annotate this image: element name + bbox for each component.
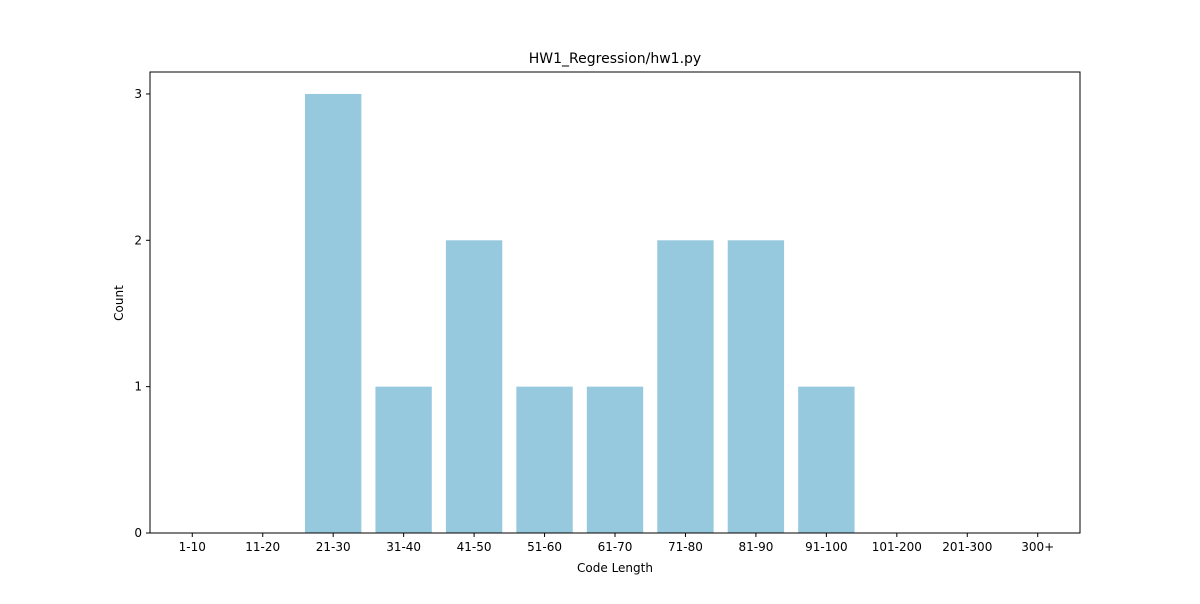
x-tick-label: 51-60 — [527, 540, 562, 554]
x-axis-ticks: 1-10 11-20 21-30 31-40 41-50 51-60 61-70 71-80 8… — [179, 533, 1054, 554]
x-axis-label: Code Length — [577, 561, 653, 575]
bar-31-40 — [375, 386, 432, 533]
bar-91-100 — [798, 386, 855, 533]
y-tick-label: 0 — [134, 526, 142, 540]
x-tick-label: 21-30 — [316, 540, 351, 554]
bar-71-80 — [657, 240, 714, 534]
chart-title: HW1_Regression/hw1.py — [529, 51, 701, 67]
x-tick-label: 61-70 — [598, 540, 633, 554]
x-tick-label: 1-10 — [179, 540, 206, 554]
bars-group — [305, 93, 855, 534]
x-tick-label: 31-40 — [386, 540, 421, 554]
bar-41-50 — [445, 240, 503, 534]
bar-81-90 — [727, 240, 785, 534]
y-axis-ticks: 0 1 2 3 — [134, 87, 150, 540]
bar-51-60 — [516, 386, 573, 533]
x-tick-label: 81-90 — [738, 540, 773, 554]
bar-61-70 — [586, 386, 644, 533]
bar-21-30 — [305, 93, 362, 533]
x-tick-label: 101-200 — [872, 540, 922, 554]
x-tick-label: 201-300 — [942, 540, 992, 554]
y-tick-label: 2 — [134, 233, 142, 247]
x-tick-label: 41-50 — [457, 540, 492, 554]
y-tick-label: 1 — [134, 380, 142, 394]
x-tick-label: 11-20 — [245, 540, 280, 554]
y-tick-label: 3 — [134, 87, 142, 101]
x-tick-label: 91-100 — [805, 540, 848, 554]
x-tick-label: 300+ — [1021, 540, 1054, 554]
x-tick-label: 71-80 — [668, 540, 703, 554]
y-axis-label: Count — [112, 285, 126, 321]
